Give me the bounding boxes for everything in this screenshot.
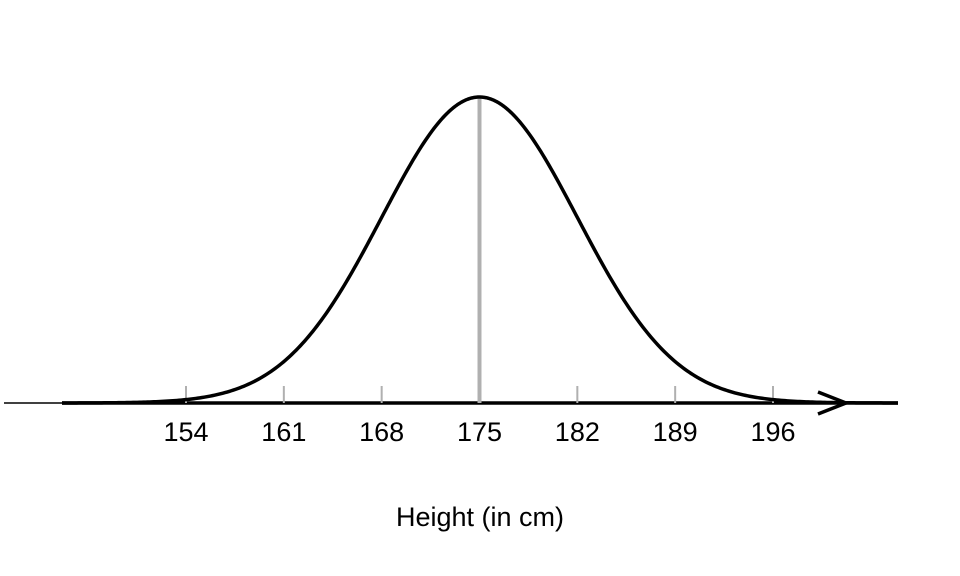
tick-label: 175 — [457, 417, 502, 447]
tick-labels: 154 161 168 175 182 189 196 — [163, 417, 795, 447]
density-curve — [61, 95, 899, 405]
tick-label: 161 — [261, 417, 306, 447]
tick-label: 189 — [653, 417, 698, 447]
tick-label: 154 — [163, 417, 208, 447]
tick-label: 182 — [555, 417, 600, 447]
tick-label: 168 — [359, 417, 404, 447]
x-axis-title: Height (in cm) — [396, 502, 564, 532]
tick-label: 196 — [750, 417, 795, 447]
